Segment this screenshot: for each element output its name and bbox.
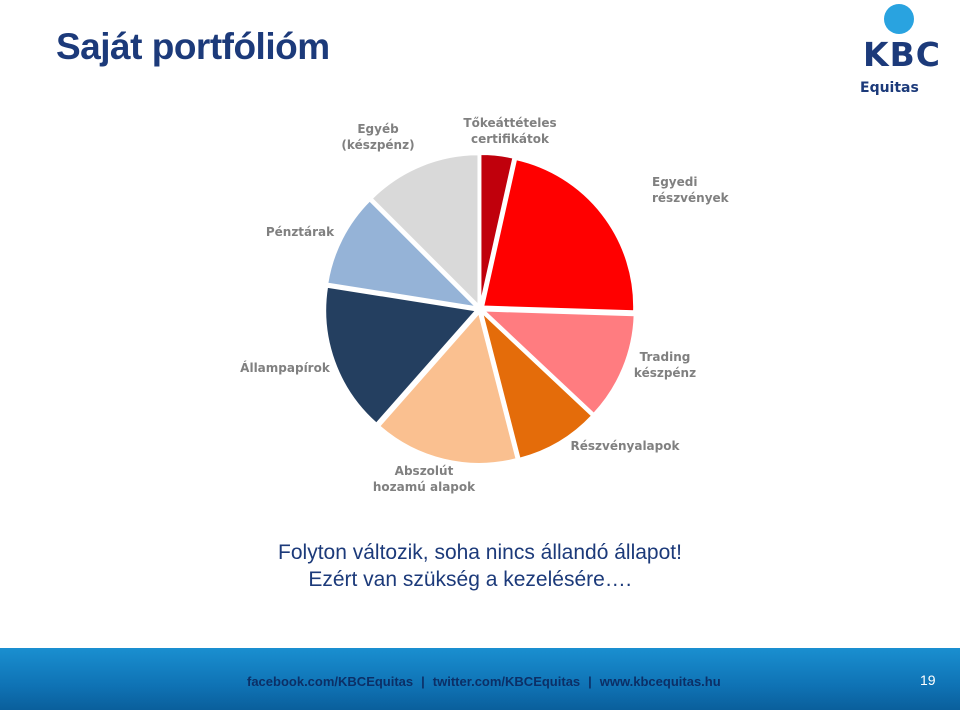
pie-slice-label: Részvényalapok <box>571 439 681 453</box>
pie-slice <box>480 309 594 460</box>
pie-slice <box>479 153 515 306</box>
slide-title: Saját portfólióm <box>56 26 330 67</box>
footer-separator: | <box>421 674 425 689</box>
pie-slice-label: Egyéb (készpénz) <box>341 122 414 152</box>
footer-separator: | <box>588 674 592 689</box>
twitter-link[interactable]: twitter.com/KBCEquitas <box>432 674 581 689</box>
pie-slice-label: Trading készpénz <box>634 350 696 380</box>
pie-slice <box>481 309 636 416</box>
pie-slice-label: Állampapírok <box>240 360 331 375</box>
portfolio-pie-chart: Tőkeáttételes certifikátok Egyedi részvénye… <box>240 116 730 494</box>
logo-subtitle: Equitas <box>860 80 919 96</box>
footer-bar: facebook.com/KBCEquitas | twitter.com/KBCE… <box>0 648 960 710</box>
pie-slice <box>326 198 480 309</box>
footer-links: facebook.com/KBCEquitas | twitter.com/KBCE… <box>247 674 721 689</box>
pie-slice <box>481 157 636 313</box>
logo-sun-icon <box>884 4 914 34</box>
pie-slice <box>370 153 480 308</box>
pie-slice-label: Pénztárak <box>266 225 335 239</box>
kbc-logo: KBC Equitas <box>852 4 948 100</box>
pie-slice <box>324 285 479 426</box>
page-number: 19 <box>920 672 936 688</box>
caption-line-1: Folyton változik, soha nincs állandó áll… <box>278 541 682 564</box>
website-link[interactable]: www.kbcequitas.hu <box>599 674 721 689</box>
pie-slice-label: Tőkeáttételes certifikátok <box>463 116 556 146</box>
pie-slice-label: Egyedi részvények <box>652 175 730 205</box>
pie-slice-label: Abszolút hozamú alapok <box>373 464 476 494</box>
facebook-link[interactable]: facebook.com/KBCEquitas <box>247 674 414 689</box>
pie-slice <box>377 310 518 465</box>
caption-line-2: Ezért van szükség a kezelésére…. <box>308 568 632 591</box>
logo-wordmark: KBC <box>863 35 941 74</box>
